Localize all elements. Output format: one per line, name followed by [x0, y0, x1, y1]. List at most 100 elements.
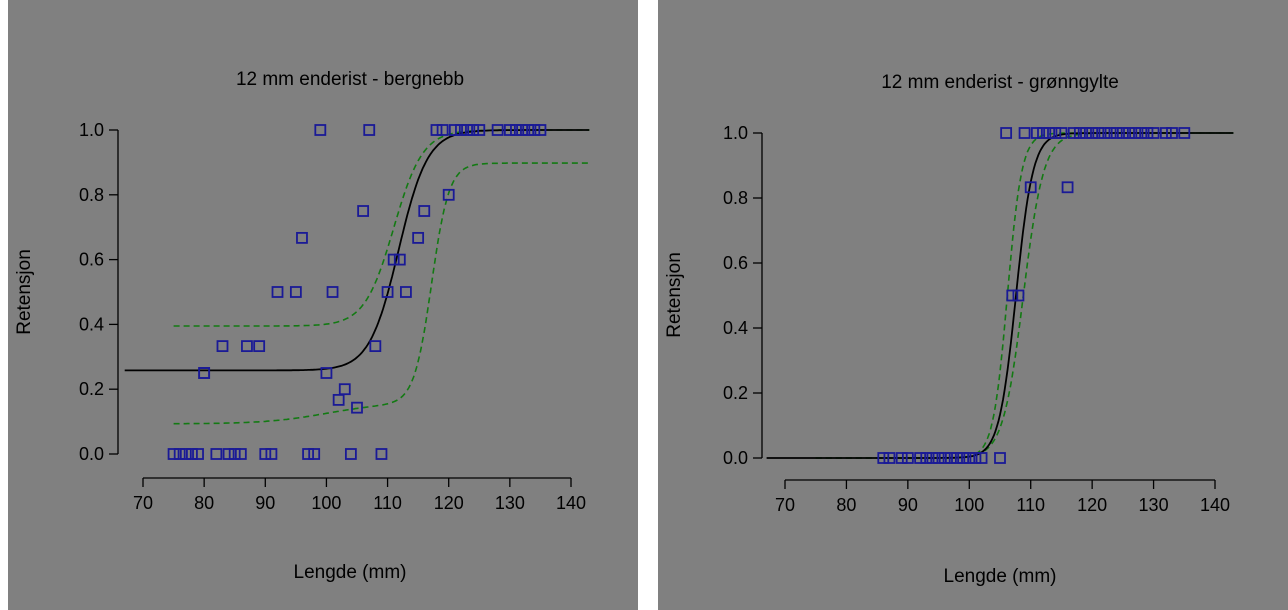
data-point: [1129, 127, 1142, 139]
data-point: [1159, 127, 1172, 139]
data-point: [302, 448, 314, 460]
data-point: [1030, 127, 1043, 139]
data-point: [1104, 127, 1117, 139]
y-tick-label: 0.4: [723, 318, 748, 338]
chart-gronngylte: 12 mm enderist - grønngylte Lengde (mm) …: [664, 72, 1234, 587]
data-point: [234, 448, 247, 460]
data-point: [1166, 127, 1178, 139]
data-point: [351, 401, 363, 414]
x-tick-label: 70: [775, 495, 795, 515]
data-point: [228, 448, 241, 460]
x-tick-label: 110: [373, 493, 402, 513]
data-point: [1147, 127, 1160, 139]
data-point: [400, 286, 412, 298]
y-tick-label: 1.0: [723, 123, 748, 143]
data-point: [455, 124, 467, 136]
data-point: [1006, 289, 1019, 302]
data-point: [963, 452, 976, 464]
data-point: [314, 124, 327, 136]
data-point: [994, 452, 1006, 464]
data-point: [503, 124, 516, 136]
data-point: [510, 124, 522, 136]
data-point: [430, 124, 443, 136]
data-point: [186, 448, 198, 460]
data-point: [534, 124, 547, 136]
data-point: [1012, 289, 1025, 302]
data-point: [192, 448, 204, 460]
data-point: [296, 231, 308, 244]
y-tick-label: 0.2: [79, 379, 104, 399]
x-tick-label: 100: [954, 495, 984, 515]
data-point: [1037, 127, 1049, 139]
chart-bergnebb: 12 mm enderist - bergnebb Lengde (mm) Re…: [14, 69, 590, 583]
data-point: [1000, 127, 1013, 139]
data-point: [344, 448, 357, 460]
ci-upper-curve: [173, 129, 590, 327]
data-point: [167, 448, 180, 460]
data-point: [969, 452, 982, 464]
data-point: [926, 452, 939, 464]
x-tick-label: 90: [255, 493, 275, 513]
y-tick-label: 0.6: [723, 253, 748, 273]
data-point: [473, 124, 486, 136]
data-point: [222, 448, 235, 460]
data-point: [1141, 127, 1154, 139]
data-point: [522, 124, 535, 136]
data-point: [179, 448, 192, 460]
data-point: [326, 286, 339, 298]
data-point: [1043, 127, 1056, 139]
chart-panel-bergnebb: 12 mm enderist - bergnebb Lengde (mm) Re…: [8, 0, 638, 610]
data-point: [491, 124, 504, 136]
data-point: [338, 383, 351, 396]
x-tick-label: 110: [1016, 495, 1045, 515]
data-point: [951, 452, 963, 464]
data-point: [332, 393, 345, 406]
data-point: [1080, 127, 1092, 139]
data-point: [363, 124, 376, 136]
data-point: [1098, 127, 1111, 139]
y-tick-label: 1.0: [79, 120, 104, 140]
data-point: [375, 448, 388, 460]
x-tick-label: 120: [434, 493, 464, 513]
data-point: [1135, 127, 1148, 139]
data-point: [387, 253, 400, 266]
ci-lower-curve: [173, 162, 590, 425]
x-tick-label: 140: [1200, 495, 1230, 515]
data-point: [173, 448, 186, 460]
data-point: [516, 124, 528, 136]
x-axis-label: Lengde (mm): [294, 562, 407, 583]
data-point: [1049, 127, 1062, 139]
chart-title: 12 mm enderist - bergnebb: [236, 69, 464, 90]
data-point: [975, 452, 988, 464]
data-point: [369, 340, 382, 353]
data-point: [216, 340, 229, 353]
data-point: [265, 448, 278, 460]
data-point: [467, 124, 480, 136]
data-point: [938, 452, 951, 464]
x-tick-label: 80: [836, 495, 856, 515]
data-point: [883, 452, 896, 464]
ci-upper-curve: [815, 132, 1234, 459]
y-tick-label: 0.8: [79, 185, 104, 205]
x-tick-label: 70: [133, 493, 153, 513]
x-tick-label: 130: [1139, 495, 1169, 515]
fitted-curve: [124, 129, 590, 372]
data-point: [436, 124, 449, 136]
data-point: [1178, 127, 1191, 139]
data-point: [418, 205, 431, 217]
data-point: [308, 448, 321, 460]
data-point: [320, 367, 333, 379]
x-axis-label: Lengde (mm): [944, 566, 1057, 587]
y-tick-label: 0.0: [723, 448, 748, 468]
data-point: [1061, 181, 1074, 194]
data-point: [271, 286, 284, 298]
data-point: [895, 452, 908, 464]
x-tick-label: 140: [556, 493, 586, 513]
x-tick-label: 80: [194, 493, 214, 513]
x-tick-label: 90: [898, 495, 918, 515]
data-point: [1116, 127, 1129, 139]
data-point: [259, 448, 272, 460]
data-point: [210, 448, 223, 460]
y-axis-label: Retensjon: [664, 252, 685, 338]
data-point: [289, 286, 302, 298]
